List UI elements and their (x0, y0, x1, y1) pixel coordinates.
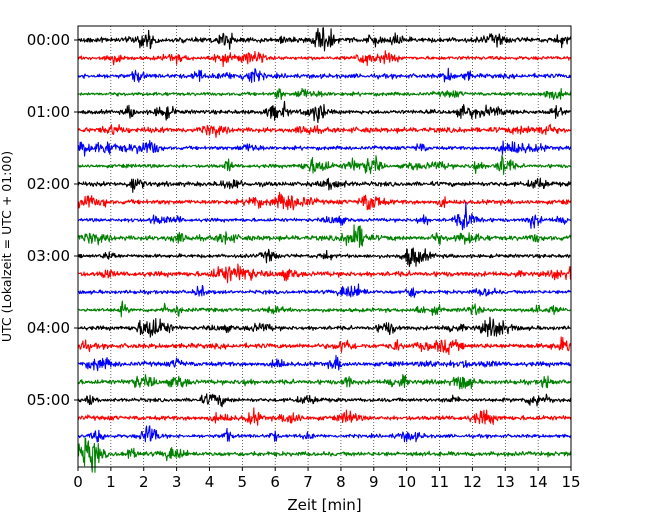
seismic-trace (77, 87, 572, 100)
x-tick-label: 14 (529, 473, 548, 491)
seismic-trace (77, 316, 572, 338)
seismic-trace (77, 336, 572, 355)
x-tick-label: 2 (139, 473, 149, 491)
y-tick-label: 02:00 (27, 175, 70, 193)
x-tick-label: 12 (463, 473, 482, 491)
seismic-trace (77, 437, 572, 473)
x-tick-label: 6 (270, 473, 280, 491)
x-tick-label: 13 (496, 473, 515, 491)
y-axis-ticks: 00:00 01:00 02:00 03:00 04:00 05:00 (27, 31, 78, 409)
seismic-traces (77, 27, 572, 473)
seismic-trace (77, 283, 572, 298)
seismic-trace (77, 393, 572, 408)
x-tick-label: 15 (561, 473, 580, 491)
x-tick-label: 0 (73, 473, 83, 491)
x-tick-label: 7 (303, 473, 313, 491)
x-tick-label: 11 (430, 473, 449, 491)
x-tick-label: 10 (397, 473, 416, 491)
seismic-trace (77, 191, 572, 211)
y-tick-label: 01:00 (27, 103, 70, 121)
seismic-trace (77, 202, 572, 231)
y-tick-label: 03:00 (27, 247, 70, 265)
seismic-trace (77, 27, 572, 52)
x-axis-ticks: 0 1 2 3 4 5 6 7 8 9 10 11 12 13 14 15 (73, 467, 581, 491)
y-tick-label: 04:00 (27, 319, 70, 337)
seismic-trace (77, 154, 572, 175)
seismic-trace (77, 177, 572, 193)
seismic-trace (77, 123, 572, 138)
seismic-trace (77, 300, 572, 318)
x-tick-label: 9 (369, 473, 379, 491)
seismic-trace (77, 50, 572, 68)
x-tick-label: 4 (205, 473, 215, 491)
seismic-trace (77, 224, 572, 248)
x-tick-label: 5 (238, 473, 248, 491)
seismic-trace (77, 100, 572, 124)
y-axis-label: UTC (Lokalzeit = UTC + 01:00) (0, 151, 14, 342)
y-tick-label: 05:00 (27, 391, 70, 409)
x-tick-label: 3 (172, 473, 182, 491)
plot-frame (77, 25, 572, 468)
seismic-trace (77, 407, 572, 426)
seismic-trace (77, 247, 572, 268)
x-axis-label: Zeit [min] (287, 496, 361, 514)
seismic-trace (77, 374, 572, 390)
seismic-trace (77, 425, 572, 443)
seismic-trace (77, 354, 572, 372)
seismic-trace (77, 263, 572, 284)
x-tick-label: 8 (336, 473, 346, 491)
x-tick-label: 1 (106, 473, 116, 491)
seismic-trace (77, 139, 572, 157)
y-tick-label: 00:00 (27, 31, 70, 49)
seismic-trace (77, 67, 572, 84)
